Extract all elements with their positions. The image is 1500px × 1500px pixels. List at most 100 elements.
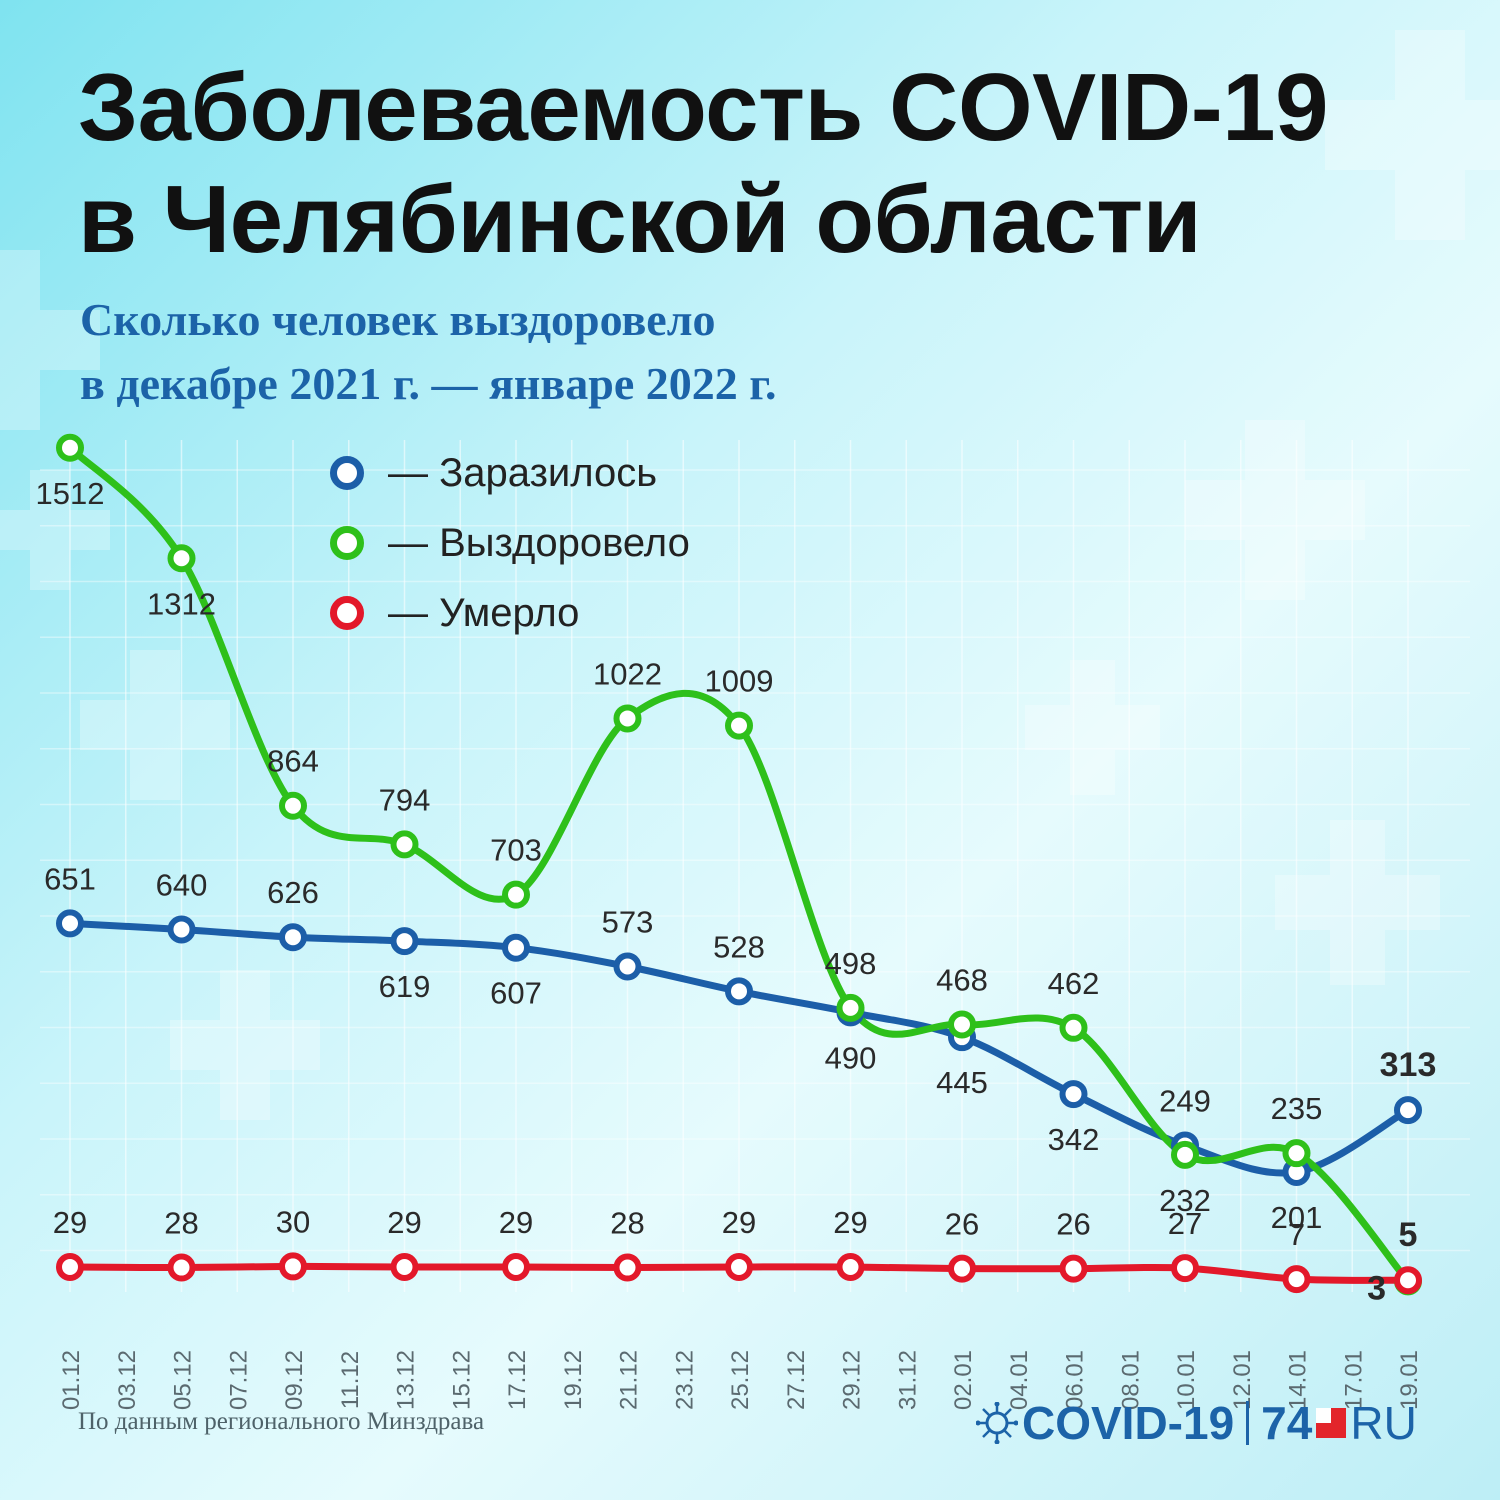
legend: — Заразилось — Выздоровело — Умерло [330, 438, 690, 648]
data-point-infected [390, 927, 419, 956]
data-point-died [56, 1252, 84, 1281]
legend-label-died: — Умерло [388, 590, 580, 635]
data-label-died: 29 [387, 1205, 421, 1240]
data-point-infected [1059, 1080, 1088, 1109]
data-label-infected: 640 [156, 867, 208, 902]
data-label-recovered: 235 [1271, 1091, 1323, 1126]
x-tick-label: 21.12 [616, 1350, 643, 1410]
x-tick-label: 12.01 [1229, 1350, 1256, 1410]
data-label-recovered: 1512 [36, 476, 105, 511]
data-point-recovered [390, 830, 419, 859]
x-tick-label: 31.12 [894, 1350, 921, 1410]
data-label-died: 28 [164, 1206, 198, 1241]
data-label-died: 30 [276, 1204, 310, 1239]
data-point-died [1394, 1266, 1422, 1295]
x-tick-label: 05.12 [170, 1350, 197, 1410]
data-point-died [948, 1254, 976, 1283]
data-label-died: 29 [833, 1205, 867, 1240]
x-tick-label: 27.12 [783, 1350, 810, 1410]
data-label-recovered: 498 [825, 946, 877, 981]
brand-square-icon [1316, 1408, 1347, 1438]
data-label-infected: 313 [1380, 1046, 1437, 1084]
data-label-recovered: 468 [936, 962, 988, 997]
data-label-died: 29 [722, 1205, 756, 1240]
title-line-1: Заболеваемость COVID-19 [78, 54, 1328, 161]
legend-item-infected: — Заразилось [330, 438, 690, 508]
data-point-died [1059, 1254, 1088, 1283]
data-label-infected: 573 [602, 904, 654, 939]
data-label-infected: 626 [267, 875, 319, 910]
chart-grid [40, 440, 1470, 1292]
data-label-infected: 619 [379, 969, 431, 1004]
data-label-infected: 607 [490, 976, 542, 1011]
data-point-recovered [167, 544, 196, 573]
x-tick-label: 17.12 [504, 1350, 531, 1410]
subtitle-line-2: в декабре 2021 г. — январе 2022 г. [80, 358, 777, 409]
data-point-died [725, 1252, 753, 1281]
x-axis-ticks: 01.12 03.12 05.12 07.12 09.12 11.12 13.12 15.12… [58, 1350, 1423, 1410]
data-point-recovered [56, 433, 84, 462]
data-point-infected [167, 915, 196, 944]
x-tick-label: 13.12 [393, 1350, 420, 1410]
data-point-infected [502, 933, 530, 962]
data-label-recovered: 864 [267, 744, 319, 779]
data-label-recovered: 1022 [593, 656, 662, 691]
chart-subtitle: Сколько человек выздоровело в декабре 20… [80, 288, 776, 416]
x-tick-label: 17.01 [1340, 1350, 1367, 1410]
subtitle-line-1: Сколько человек выздоровело [80, 294, 716, 345]
data-label-infected: 445 [936, 1065, 988, 1100]
x-tick-label: 11.12 [337, 1351, 364, 1409]
data-label-infected: 651 [44, 861, 96, 896]
data-label-recovered: 1009 [705, 664, 774, 699]
data-point-died [279, 1252, 307, 1281]
legend-item-recovered: — Выздоровело [330, 508, 690, 578]
brand-divider [1246, 1401, 1250, 1445]
data-point-died [167, 1253, 196, 1282]
data-label-recovered: 462 [1048, 966, 1100, 1001]
data-label-died: 26 [945, 1207, 979, 1242]
brand-covid-text: COVID-19 [1022, 1397, 1235, 1449]
data-label-infected: 342 [1048, 1122, 1100, 1157]
x-tick-label: 07.12 [225, 1350, 252, 1410]
x-tick-label: 02.01 [950, 1350, 977, 1410]
brand-logo: COVID-19 74 RU [976, 1388, 1417, 1458]
x-tick-label: 15.12 [448, 1350, 475, 1410]
data-point-died [836, 1252, 865, 1281]
x-tick-label: 03.12 [114, 1350, 141, 1410]
data-point-recovered [1171, 1140, 1199, 1169]
data-point-recovered [279, 791, 307, 820]
data-point-died [1171, 1254, 1199, 1283]
data-point-recovered [502, 880, 530, 909]
legend-marker-infected [330, 456, 364, 490]
x-tick-label: 23.12 [671, 1350, 698, 1410]
x-tick-label: 06.01 [1062, 1350, 1089, 1410]
brand-ru-text: RU [1350, 1397, 1417, 1449]
data-point-infected [1394, 1096, 1422, 1125]
legend-item-died: — Умерло [330, 578, 690, 648]
brand-number: 74 [1261, 1397, 1313, 1449]
data-point-recovered [1282, 1139, 1311, 1168]
data-point-recovered [725, 711, 753, 740]
x-tick-label: 01.12 [58, 1350, 85, 1410]
data-label-died: 29 [499, 1205, 533, 1240]
data-label-died: 28 [610, 1206, 644, 1241]
x-tick-label: 10.01 [1173, 1350, 1200, 1410]
legend-label-recovered: — Выздоровело [388, 520, 690, 565]
x-tick-label: 25.12 [727, 1350, 754, 1410]
data-label-died: 7 [1288, 1217, 1305, 1252]
data-label-infected: 249 [1159, 1083, 1211, 1118]
data-point-recovered [836, 993, 865, 1022]
x-tick-label: 14.01 [1285, 1350, 1312, 1410]
data-label-recovered: 794 [379, 782, 431, 817]
x-tick-label: 19.01 [1396, 1350, 1423, 1410]
data-label-died: 26 [1056, 1207, 1090, 1242]
source-note: По данным регионального Минздрава [78, 1408, 485, 1435]
data-point-died [1282, 1265, 1311, 1294]
data-label-recovered: 232 [1159, 1183, 1211, 1218]
data-label-died: 29 [53, 1205, 87, 1240]
data-label-recovered: 1312 [147, 586, 216, 621]
data-point-recovered [948, 1010, 976, 1039]
data-point-infected [725, 977, 753, 1006]
data-label-infected: 201 [1271, 1200, 1323, 1235]
